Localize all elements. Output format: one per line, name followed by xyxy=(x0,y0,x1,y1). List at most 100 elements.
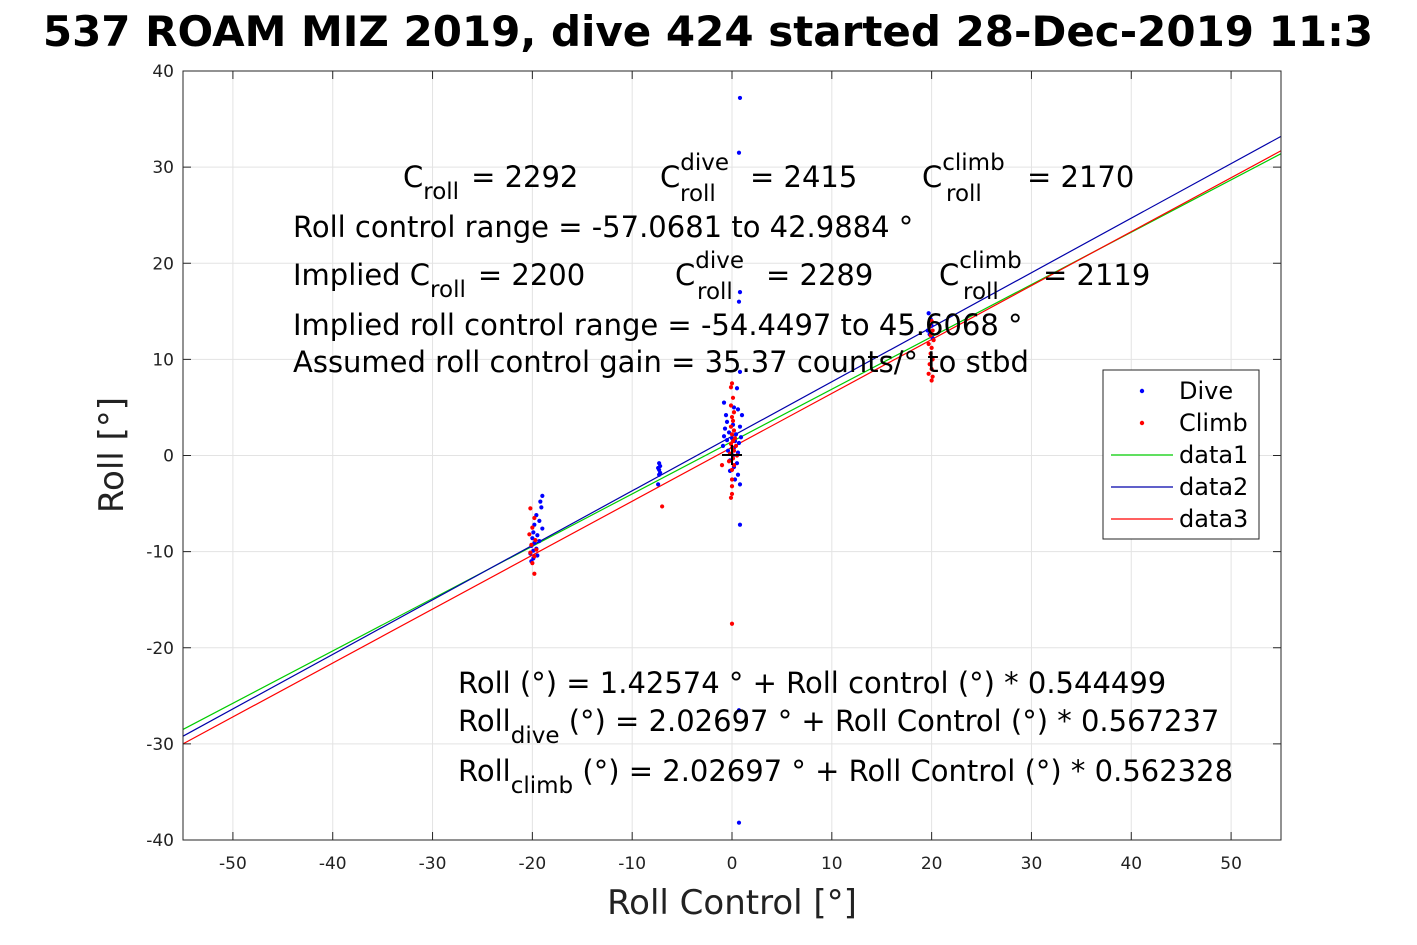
point-climb xyxy=(729,467,735,473)
point-dive xyxy=(537,518,542,523)
annotation-implied-c-roll-dive: Cdive roll = 2289 xyxy=(675,248,873,305)
point-climb xyxy=(928,333,933,338)
point-climb xyxy=(926,371,931,376)
point-dive xyxy=(530,536,535,541)
point-dive xyxy=(737,424,743,429)
annotation-implied-c-roll: Implied Croll = 2200 xyxy=(293,258,585,303)
point-dive xyxy=(926,311,931,316)
point-climb xyxy=(730,395,736,400)
legend-label: data3 xyxy=(1179,505,1248,533)
y-tick-label: -20 xyxy=(146,639,174,659)
ticks xyxy=(183,70,1281,841)
y-tick-label: 10 xyxy=(152,350,174,370)
point-dive xyxy=(925,328,930,333)
point-climb xyxy=(527,532,532,537)
point-dive xyxy=(731,405,737,410)
point-climb xyxy=(931,338,936,343)
x-axis-label: Roll Control [°] xyxy=(607,883,857,923)
point-dive xyxy=(737,522,743,527)
x-tick-label: 40 xyxy=(1120,854,1142,874)
y-axis-label: Roll [°] xyxy=(92,397,132,513)
point-dive xyxy=(535,533,540,538)
annotation-fit-dive: Rolldive (°) = 2.02697 ° + Roll Control … xyxy=(458,704,1219,749)
legend-label: data2 xyxy=(1179,473,1248,501)
x-tick-label: 10 xyxy=(821,854,843,874)
point-dive xyxy=(738,435,744,440)
point-climb xyxy=(930,357,935,362)
point-climb xyxy=(729,432,735,437)
point-climb xyxy=(928,351,933,356)
point-dive xyxy=(736,440,742,446)
point-dive xyxy=(733,432,739,437)
point-dive xyxy=(732,477,738,482)
point-dive xyxy=(735,472,741,477)
annotation-implied-c-roll-climb: Cclimb roll = 2119 xyxy=(939,248,1150,305)
point-climb xyxy=(532,515,537,521)
annotation-fit-all: Roll (°) = 1.42574 ° + Roll control (°) … xyxy=(458,666,1166,700)
point-dive xyxy=(736,150,742,155)
point-dive xyxy=(722,426,728,431)
point-climb xyxy=(726,459,732,464)
y-tick-label: -30 xyxy=(146,735,174,755)
point-dive xyxy=(538,499,543,504)
chart-title: 537 ROAM MIZ 2019, dive 424 started 28-D… xyxy=(43,7,1373,56)
point-dive xyxy=(737,95,743,101)
x-tick-label: -20 xyxy=(518,854,546,874)
legend-label: Climb xyxy=(1179,409,1248,437)
point-dive xyxy=(723,413,729,418)
point-climb xyxy=(729,621,735,626)
point-dive xyxy=(721,434,727,439)
point-dive xyxy=(737,369,743,374)
legend-label: data1 xyxy=(1179,441,1248,469)
point-dive xyxy=(724,419,730,424)
point-dive xyxy=(739,413,745,418)
point-dive xyxy=(720,443,726,448)
y-tick-label: 0 xyxy=(163,447,174,467)
point-dive xyxy=(724,438,730,443)
legend-marker-dive xyxy=(1139,388,1145,394)
point-climb xyxy=(729,477,735,482)
annotations: Croll = 2292 Cdive roll = 2415 Cclimb roll = … xyxy=(293,150,1233,799)
point-dive xyxy=(734,386,740,391)
point-climb xyxy=(729,414,735,420)
point-climb xyxy=(532,554,537,559)
point-dive xyxy=(540,493,545,498)
annotation-fit-climb: Rollclimb (°) = 2.02697 ° + Roll Control… xyxy=(458,754,1233,799)
point-climb xyxy=(930,328,935,333)
x-tick-label: -40 xyxy=(319,854,347,874)
x-tick-label: 30 xyxy=(1021,854,1043,874)
x-tick-label: 20 xyxy=(921,854,943,874)
legend-marker-climb xyxy=(1139,420,1145,426)
legend: Dive Climb data1 data2 data3 xyxy=(1102,369,1260,540)
legend-label: Dive xyxy=(1179,377,1233,405)
point-climb xyxy=(927,323,932,328)
point-climb xyxy=(532,571,537,576)
point-climb xyxy=(929,318,934,324)
y-tick-label: 20 xyxy=(152,254,174,274)
point-climb xyxy=(729,484,735,489)
y-tick-label: 40 xyxy=(152,62,174,82)
y-tick-label: -40 xyxy=(146,831,174,851)
annotation-implied-range: Implied roll control range = -54.4497 to… xyxy=(293,308,1023,342)
point-dive xyxy=(656,482,661,487)
annotation-roll-control-range: Roll control range = -57.0681 to 42.9884… xyxy=(293,210,913,244)
point-climb xyxy=(929,345,934,350)
point-climb xyxy=(728,385,734,390)
point-dive xyxy=(726,430,732,435)
point-climb xyxy=(728,403,734,408)
point-dive xyxy=(737,289,743,295)
point-dive xyxy=(540,526,545,531)
annotation-c-roll-climb: Cclimb roll = 2170 xyxy=(922,150,1134,207)
point-climb xyxy=(534,547,539,552)
x-tick-label: -50 xyxy=(219,854,247,874)
x-tick-label: 50 xyxy=(1220,854,1242,874)
point-dive xyxy=(735,407,741,412)
point-climb xyxy=(533,537,538,543)
point-dive xyxy=(539,505,544,510)
scatter-points xyxy=(527,95,936,825)
annotation-gain: Assumed roll control gain = 35.37 counts… xyxy=(293,345,1029,379)
point-dive xyxy=(531,530,536,535)
point-climb xyxy=(929,366,934,372)
point-climb xyxy=(930,374,935,379)
